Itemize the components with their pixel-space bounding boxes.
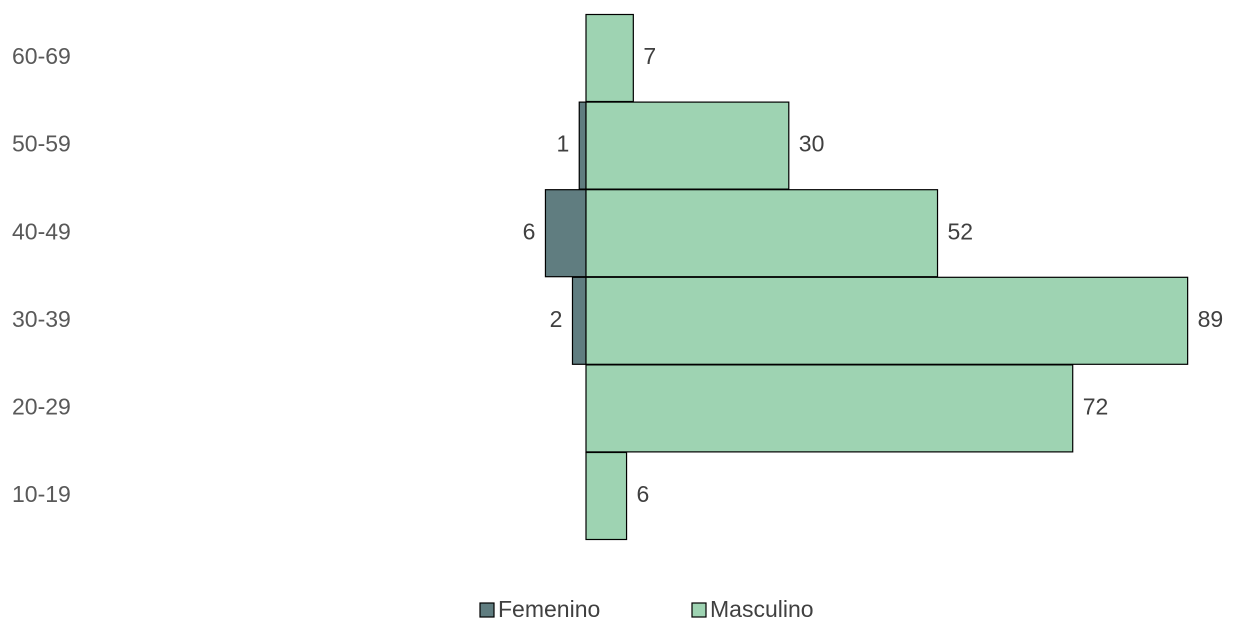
bar	[544, 189, 587, 278]
category-label: 60-69	[12, 43, 71, 69]
value-label: 6	[523, 218, 536, 244]
legend-swatch	[479, 602, 495, 618]
category-label: 20-29	[12, 393, 71, 419]
value-label: 89	[1198, 306, 1224, 332]
bar	[585, 451, 628, 541]
bar	[585, 189, 939, 278]
bar	[578, 101, 587, 190]
bar	[585, 13, 634, 103]
category-label: 30-39	[12, 306, 71, 332]
value-label: 7	[643, 43, 656, 69]
value-label: 30	[799, 131, 825, 157]
bar	[585, 276, 1189, 365]
value-label: 2	[550, 306, 563, 332]
legend-label: Femenino	[498, 596, 600, 622]
value-label: 1	[556, 131, 569, 157]
legend-label: Masculino	[710, 596, 814, 622]
bar	[585, 101, 790, 190]
value-label: 72	[1083, 393, 1109, 419]
value-label: 6	[637, 481, 650, 507]
bar	[585, 364, 1074, 453]
bar	[571, 276, 587, 365]
category-label: 50-59	[12, 131, 71, 157]
legend-swatch	[691, 602, 707, 618]
category-label: 10-19	[12, 481, 71, 507]
value-label: 52	[948, 218, 974, 244]
category-label: 40-49	[12, 218, 71, 244]
